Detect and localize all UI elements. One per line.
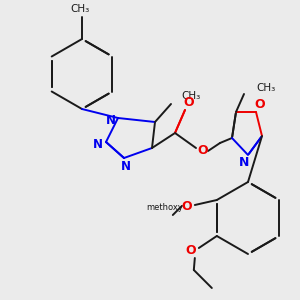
- Text: N: N: [93, 137, 103, 151]
- Text: CH₃: CH₃: [256, 83, 275, 93]
- Text: N: N: [239, 157, 249, 169]
- Text: CH₃: CH₃: [181, 91, 200, 101]
- Text: O: O: [198, 145, 208, 158]
- Text: O: O: [185, 244, 196, 256]
- Text: methoxy: methoxy: [146, 202, 183, 211]
- Text: N: N: [121, 160, 131, 173]
- Text: O: O: [182, 200, 192, 214]
- Text: O: O: [255, 98, 265, 110]
- Text: O: O: [184, 97, 194, 110]
- Text: CH₃: CH₃: [70, 4, 90, 14]
- Text: N: N: [106, 113, 116, 127]
